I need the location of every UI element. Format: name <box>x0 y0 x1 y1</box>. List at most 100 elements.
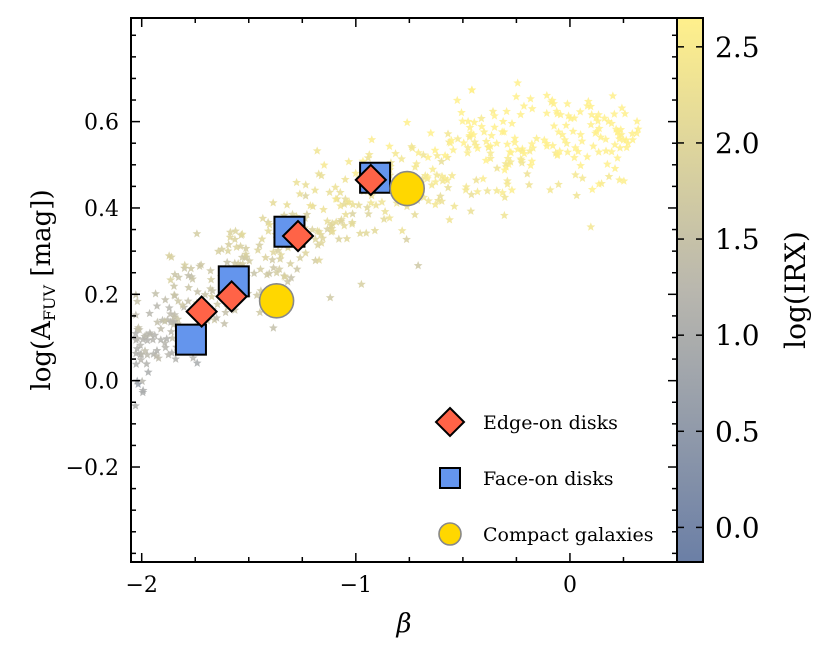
background-star-point <box>481 136 491 146</box>
background-star-point <box>578 173 587 182</box>
background-star-point <box>273 246 283 255</box>
background-star-point <box>131 329 140 338</box>
background-star-point <box>131 310 141 319</box>
background-star-point <box>164 251 174 260</box>
background-star-point <box>610 163 620 173</box>
background-star-point <box>249 268 259 278</box>
background-star-point <box>148 335 158 344</box>
background-star-point <box>236 241 245 251</box>
background-star-point <box>566 113 576 123</box>
background-star-point <box>192 229 202 238</box>
background-star-point <box>483 186 492 195</box>
background-star-point <box>438 176 448 185</box>
background-star-point <box>261 253 270 262</box>
background-star-point <box>171 354 181 363</box>
background-star-point <box>156 324 166 333</box>
background-star-point <box>305 201 315 210</box>
background-star-point <box>292 177 301 187</box>
background-star-point <box>167 252 176 261</box>
background-star-point <box>547 95 557 105</box>
background-star-point <box>133 379 143 388</box>
background-star-point <box>591 113 601 122</box>
background-star-point <box>427 180 437 189</box>
background-star-point <box>196 260 206 269</box>
background-star-point <box>307 225 317 234</box>
background-star-point <box>269 247 278 256</box>
background-star-point <box>437 156 446 166</box>
background-star-point <box>616 125 626 134</box>
background-star-point <box>313 240 323 249</box>
background-star-points <box>131 78 643 410</box>
background-star-point <box>524 180 534 189</box>
background-star-point <box>351 168 361 178</box>
background-star-point <box>256 264 265 274</box>
background-star-point <box>186 264 196 273</box>
background-star-point <box>484 142 493 151</box>
background-star-point <box>342 234 352 243</box>
background-star-point <box>331 194 341 203</box>
legend-edge-on-marker <box>434 406 466 438</box>
background-star-point <box>498 188 507 197</box>
background-star-point <box>500 192 510 202</box>
background-star-point <box>563 147 573 156</box>
background-star-point <box>173 296 183 305</box>
background-star-point <box>463 148 473 157</box>
background-star-point <box>542 90 552 100</box>
background-star-point <box>143 367 153 376</box>
background-star-point <box>471 175 481 184</box>
background-star-point <box>620 109 630 118</box>
background-star-point <box>622 142 632 152</box>
background-star-point <box>572 190 582 200</box>
background-star-point <box>152 301 162 310</box>
background-star-point <box>505 147 515 156</box>
background-star-point <box>188 274 197 283</box>
background-star-point <box>241 243 251 253</box>
background-star-point <box>164 350 173 359</box>
face-on-disk-marker <box>174 323 207 356</box>
background-star-point <box>335 187 345 197</box>
background-star-point <box>319 160 329 169</box>
background-star-point <box>596 132 606 141</box>
background-star-point <box>601 146 611 155</box>
background-star-point <box>364 209 373 218</box>
legend-label: Compact galaxies <box>483 524 653 546</box>
background-star-point <box>542 138 552 148</box>
background-star-point <box>364 150 374 159</box>
background-star-point <box>601 134 611 144</box>
background-star-point <box>327 219 337 228</box>
background-star-point <box>167 348 177 357</box>
background-star-point <box>162 334 172 343</box>
background-star-point <box>301 248 311 257</box>
background-star-point <box>132 296 142 306</box>
background-star-point <box>467 190 476 199</box>
background-star-point <box>492 163 502 173</box>
background-star-point <box>459 138 469 147</box>
background-star-point <box>288 209 297 219</box>
background-star-point <box>168 333 177 343</box>
background-star-point <box>511 92 521 101</box>
background-star-point <box>564 111 573 120</box>
background-star-point <box>576 161 585 170</box>
background-star-point <box>573 146 583 156</box>
background-star-point <box>169 290 179 299</box>
background-star-point <box>557 130 567 139</box>
background-star-point <box>470 137 480 146</box>
y-tick-label: 0.4 <box>84 197 119 222</box>
background-star-point <box>614 130 624 139</box>
background-star-point <box>170 270 180 279</box>
background-star-point <box>282 200 292 209</box>
background-star-point <box>370 226 380 235</box>
background-star-point <box>317 238 326 247</box>
background-star-point <box>397 226 407 235</box>
background-star-point <box>432 170 442 179</box>
background-star-point <box>169 281 179 290</box>
background-star-point <box>414 148 423 157</box>
background-star-point <box>613 153 622 162</box>
background-star-point <box>331 217 341 226</box>
background-star-point <box>355 228 365 238</box>
background-star-point <box>554 127 563 136</box>
background-star-point <box>311 256 320 265</box>
background-star-point <box>440 150 450 160</box>
background-star-point <box>500 165 510 174</box>
